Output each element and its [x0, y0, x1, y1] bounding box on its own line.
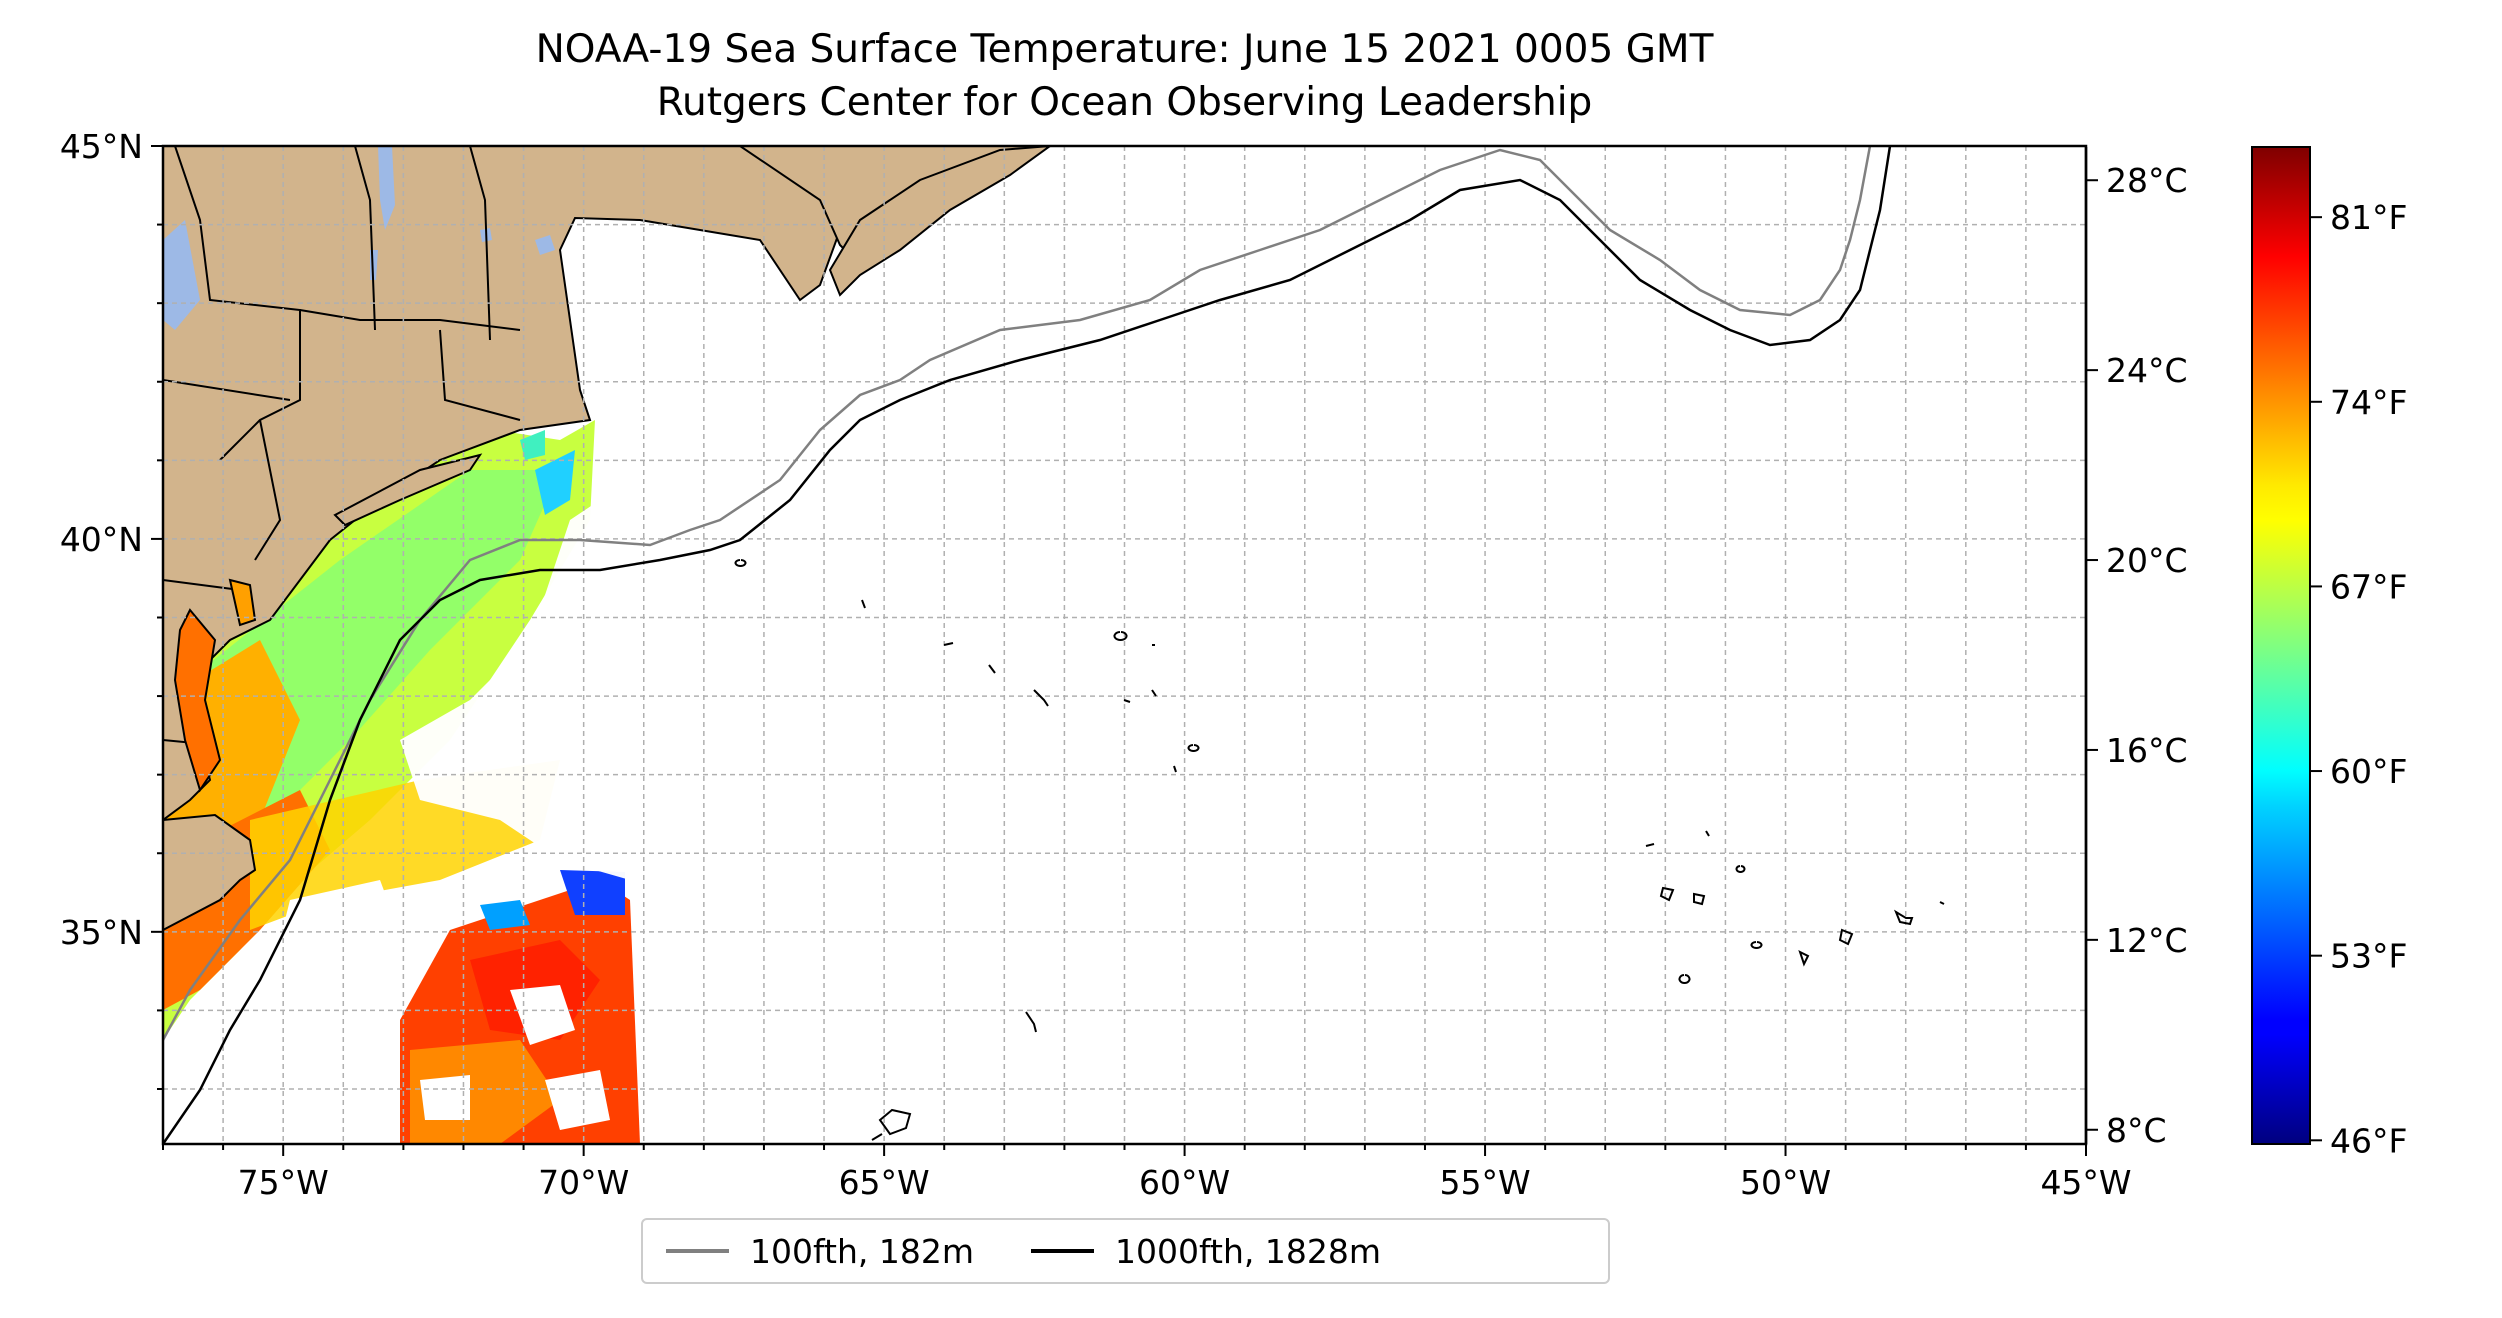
x-tick-label: 45°W [2040, 1163, 2131, 1202]
legend-item-1000fth: 1000fth, 1828m [1008, 1232, 1381, 1271]
y-tick-label: 40°N [60, 520, 143, 559]
fahrenheit-tick-label: 74°F [2330, 383, 2407, 422]
fahrenheit-tick-label: 53°F [2330, 937, 2407, 976]
y-axis: 45°N 40°N 35°N [60, 127, 163, 1090]
colorbar-gradient [2251, 146, 2311, 1145]
isobath-100fth [163, 146, 1872, 1041]
map-subtitle: Rutgers Center for Ocean Observing Leade… [656, 80, 1593, 125]
x-tick-label: 50°W [1740, 1163, 1831, 1202]
fahrenheit-tick-label: 46°F [2330, 1121, 2407, 1160]
legend-item-100fth: 100fth, 182m [643, 1232, 974, 1271]
colorbar-fahrenheit-axis: 81°F 74°F 67°F 60°F 53°F 46°F [2310, 198, 2407, 1160]
x-tick-label: 60°W [1139, 1163, 1230, 1202]
legend-swatch-gray [666, 1249, 729, 1253]
celsius-tick-label: 28°C [2106, 161, 2188, 200]
fahrenheit-tick-label: 67°F [2330, 567, 2407, 606]
fahrenheit-tick-label: 60°F [2330, 752, 2407, 791]
colorbar: 28°C 24°C 20°C 16°C 12°C 8°C 81°F 74°F 67°F 60°F… [2084, 146, 2407, 1160]
x-tick-label: 70°W [538, 1163, 629, 1202]
legend-label-1000fth: 1000fth, 1828m [1115, 1231, 1381, 1271]
celsius-tick-label: 24°C [2106, 351, 2188, 390]
y-tick-label: 35°N [60, 913, 143, 952]
map-frame: 75°W 70°W 65°W 60°W 55°W 50°W 45°W 45°N 40°N 35°… [60, 127, 2132, 1202]
isobath-1000fth [163, 146, 1892, 1144]
celsius-tick-label: 8°C [2106, 1111, 2167, 1150]
legend-label-100fth: 100fth, 182m [750, 1231, 974, 1271]
isobaths [163, 146, 1892, 1144]
x-axis: 75°W 70°W 65°W 60°W 55°W 50°W 45°W [162, 1144, 2132, 1202]
celsius-tick-label: 16°C [2106, 731, 2188, 770]
y-tick-label: 45°N [60, 127, 143, 166]
fahrenheit-tick-label: 81°F [2330, 198, 2407, 237]
map-legend: 100fth, 182m 1000fth, 1828m [641, 1218, 1610, 1284]
map-title: NOAA-19 Sea Surface Temperature: June 15… [535, 27, 1714, 72]
celsius-tick-label: 12°C [2106, 921, 2188, 960]
legend-swatch-black [1031, 1249, 1094, 1253]
gridlines [162, 146, 2086, 1144]
colorbar-celsius-axis: 28°C 24°C 20°C 16°C 12°C 8°C [2084, 147, 2188, 1150]
land-mass [163, 146, 1052, 932]
celsius-tick-label: 20°C [2106, 541, 2188, 580]
x-tick-label: 75°W [238, 1163, 329, 1202]
x-tick-label: 65°W [839, 1163, 930, 1202]
x-tick-label: 55°W [1440, 1163, 1531, 1202]
seamounts [734, 559, 1945, 1141]
